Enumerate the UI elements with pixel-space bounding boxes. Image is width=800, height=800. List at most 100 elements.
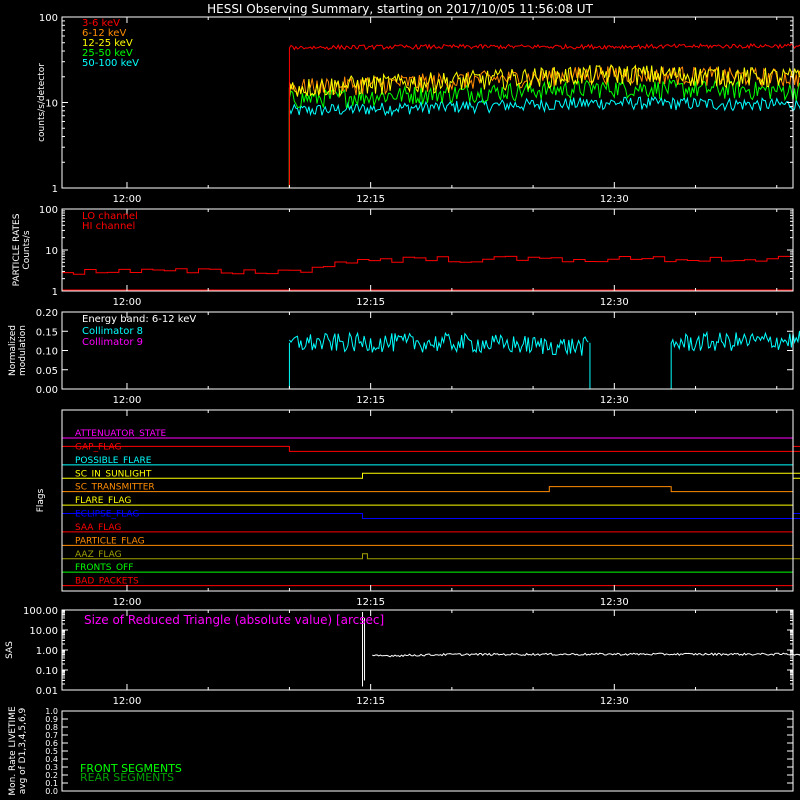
- panel-modulation: 12:00 12:15 12:30 0.00 0.05 0.10 0.15 0.20 Norma…: [8, 308, 800, 406]
- y-axis-label-line: Counts/s: [22, 230, 32, 269]
- legend-entry: 12-25 keV: [82, 38, 133, 49]
- y-tick-label: 100.00: [23, 606, 58, 617]
- flag-label: SC_IN_SUNLIGHT: [75, 469, 152, 479]
- legend-entry: Collimator 8: [82, 326, 143, 337]
- x-tick-label: 12:00: [113, 297, 142, 308]
- y-tick-label: 0.8: [45, 723, 58, 732]
- sas-line: [372, 652, 800, 658]
- series-line-50-100-keV: [288, 96, 800, 117]
- panel-flags: ATTENUATOR_STATE GAP_FLAG POSSIBLE_FLARE SC…: [36, 409, 800, 608]
- y-axis-label: SAS: [5, 641, 15, 659]
- flag-line: [62, 472, 800, 479]
- y-tick-label: 0.15: [36, 327, 58, 338]
- y-tick-label: 0.10: [36, 666, 58, 677]
- y-tick-label: 10.00: [29, 626, 58, 637]
- series-line-Collimator-8: [288, 331, 589, 356]
- y-tick-label: 0.20: [36, 308, 58, 319]
- flag-line: [62, 513, 800, 519]
- y-tick-label: 0.01: [36, 686, 58, 697]
- y-tick-label: 0.05: [36, 366, 58, 377]
- y-tick-label: 1: [52, 287, 58, 298]
- x-tick-label: 12:15: [356, 395, 385, 406]
- panel-particle-rates: 12:00 12:15 12:30 1 10 100 PARTICLE RATES Count…: [12, 205, 794, 308]
- x-tick-label: 12:00: [113, 194, 142, 205]
- legend-entry: REAR SEGMENTS: [80, 771, 174, 784]
- series-line-12-25-keV: [288, 64, 800, 98]
- y-axis-label: counts/s/detector: [37, 63, 47, 142]
- energy-band-annotation: Energy band: 6-12 keV: [82, 314, 196, 325]
- x-tick-label: 12:15: [356, 696, 385, 707]
- legend-entry: HI channel: [82, 221, 135, 232]
- x-tick-label: 12:30: [600, 597, 629, 608]
- flag-label: ATTENUATOR_STATE: [75, 429, 167, 439]
- flag-label: GAP_FLAG: [75, 442, 121, 452]
- flag-label: POSSIBLE_FLARE: [75, 456, 152, 466]
- y-tick-label: 0.00: [36, 385, 58, 396]
- y-axis-label: Mon. Rate LIVETIME avg of D1,3,4,5,6,9: [8, 706, 28, 796]
- legend-entry: Collimator 9: [82, 337, 143, 348]
- y-tick-label: 0.7: [45, 731, 58, 740]
- y-tick-label: 100: [39, 13, 58, 24]
- panel-livetime: 0.00.10.20.30.40.50.60.70.80.91.0 Mon. Ra…: [8, 706, 794, 796]
- flag-line: [62, 445, 800, 452]
- y-tick-label: 0.10: [36, 347, 58, 358]
- x-tick-label: 12:00: [113, 696, 142, 707]
- y-tick-label: 10: [45, 99, 58, 110]
- sas-annotation: Size of Reduced Triangle (absolute value…: [84, 613, 384, 627]
- panel-frame: [61, 409, 794, 592]
- y-axis-label-line: Normalized: [8, 325, 18, 376]
- series-line-6-12-keV: [288, 64, 800, 98]
- x-tick-label: 12:30: [600, 194, 629, 205]
- y-tick-label: 1.00: [36, 646, 58, 657]
- x-tick-label: 12:00: [113, 395, 142, 406]
- y-axis-label-line: Mon. Rate LIVETIME: [8, 706, 18, 796]
- x-tick-label: 12:15: [356, 194, 385, 205]
- x-tick-label: 12:15: [356, 597, 385, 608]
- legend-entry: 3-6 keV: [82, 18, 120, 29]
- y-tick-label: 0.4: [45, 755, 58, 764]
- flag-line: [62, 486, 793, 493]
- flag-label: SC_TRANSMITTER: [75, 483, 155, 493]
- panel-count-rates: 12:00 12:15 12:30 1 10 100 counts/s/detector 3-…: [37, 13, 800, 205]
- x-tick-label: 12:00: [113, 597, 142, 608]
- panel-sas: 12:00 12:15 12:30 0.01 0.10 1.00 10.00 100.00 SA…: [5, 606, 800, 707]
- y-axis-label-line: PARTICLE RATES: [12, 213, 22, 286]
- legend-entry: LO channel: [82, 211, 138, 222]
- y-axis-label: Flags: [36, 488, 46, 512]
- flag-label: PARTICLE_FLAG: [75, 536, 145, 546]
- x-tick-label: 12:30: [600, 395, 629, 406]
- y-tick-label: 0.3: [45, 763, 58, 772]
- flag-label: FRONTS_OFF: [75, 563, 133, 573]
- y-tick-label: 0.0: [45, 787, 58, 796]
- y-axis-label-line: counts/s/detector: [37, 63, 47, 142]
- x-tick-label: 12:30: [600, 696, 629, 707]
- y-tick-label: 100: [39, 205, 58, 216]
- series-line-25-50-keV: [288, 78, 800, 108]
- flag-label: AAZ_FLAG: [75, 550, 122, 560]
- y-axis-label: Normalized modulation: [8, 325, 28, 376]
- y-axis-label-line: Flags: [36, 488, 46, 512]
- flag-label: BAD_PACKETS: [75, 577, 139, 587]
- y-axis-label: PARTICLE RATES Counts/s: [12, 213, 32, 286]
- y-tick-label: 10: [45, 246, 58, 257]
- flag-line: [62, 553, 800, 560]
- legend-entry: FRONT SEGMENTS: [80, 762, 182, 775]
- y-tick-label: 0.2: [45, 771, 58, 780]
- y-axis-label-line: SAS: [5, 641, 15, 659]
- flag-label: FLARE_FLAG: [75, 496, 131, 506]
- y-tick-label: 1.0: [45, 707, 58, 716]
- legend-entry: 50-100 keV: [82, 58, 139, 69]
- y-tick-label: 0.6: [45, 739, 58, 748]
- x-tick-label: 12:30: [600, 297, 629, 308]
- y-tick-label: 0.9: [45, 715, 58, 724]
- flag-label: ECLIPSE_FLAG: [75, 510, 139, 520]
- y-axis-label-line: modulation: [18, 325, 28, 376]
- figure-title: HESSI Observing Summary, starting on 201…: [207, 2, 593, 16]
- y-tick-label: 0.1: [45, 779, 58, 788]
- panels: 12:00 12:15 12:30 1 10 100 counts/s/detector 3-…: [5, 13, 800, 796]
- y-axis-label-line: avg of D1,3,4,5,6,9: [18, 707, 28, 794]
- series-line-3-6-keV: [288, 42, 800, 51]
- y-tick-label: 1: [52, 184, 58, 195]
